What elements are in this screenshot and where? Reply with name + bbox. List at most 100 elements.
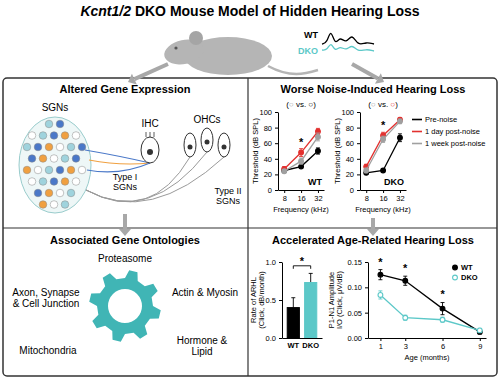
sgn-cell	[67, 143, 75, 151]
axis-line	[368, 263, 369, 339]
data-point	[316, 135, 321, 140]
sgn-cell	[45, 120, 53, 128]
tick-label: 32	[396, 194, 404, 203]
sgn-cell	[67, 166, 75, 174]
sgn-cell	[61, 201, 69, 209]
panel-title: Altered Gene Expression	[60, 83, 191, 95]
tick-mark	[284, 190, 285, 193]
series-line	[380, 295, 479, 330]
bar	[287, 308, 299, 338]
axis-title: Frequency (kHz)	[355, 205, 411, 214]
sgn-cell	[61, 132, 69, 140]
error-bar-cap	[291, 297, 295, 298]
tick-label: 60	[346, 139, 354, 148]
tick-label: WT	[287, 341, 299, 350]
sgn-cell	[39, 155, 47, 163]
tick-label: 20	[346, 170, 354, 179]
mouse-eye	[174, 46, 177, 49]
axis-line	[360, 113, 361, 191]
tick-label: 8	[283, 194, 287, 203]
tick-mark	[275, 112, 278, 113]
tick-mark	[275, 143, 278, 144]
tick-label: 6	[441, 342, 445, 351]
tick-mark	[275, 190, 278, 191]
waveform	[322, 45, 374, 51]
error-bar	[381, 169, 385, 172]
data-point	[299, 164, 304, 169]
tick-mark	[480, 338, 481, 341]
error-bar	[381, 136, 385, 142]
data-point	[477, 328, 482, 333]
tick: 40	[264, 155, 278, 164]
sgn-cell	[50, 155, 58, 163]
error-bar	[403, 276, 407, 285]
comparison-part: )	[313, 100, 316, 109]
tick-label: 0.00	[347, 334, 362, 343]
label: IHC	[141, 118, 158, 129]
panel-title: Associated Gene Ontologies	[50, 234, 200, 246]
comparison: (○ vs. ○)	[286, 100, 316, 109]
error-bar	[441, 317, 445, 322]
tick-label: 0.15	[347, 258, 362, 267]
error-bar-cap	[403, 276, 407, 277]
tick: 1	[379, 338, 383, 351]
tick: DKO	[302, 338, 319, 350]
tick-mark	[366, 190, 367, 193]
tick: 8	[283, 190, 287, 203]
plot-area	[378, 270, 482, 335]
axis: WTDKO	[283, 338, 323, 350]
tick-label: 100	[259, 108, 272, 117]
error-bar-cap	[441, 314, 445, 315]
axis: 1369	[369, 338, 487, 351]
tick-label: 9	[478, 342, 482, 351]
data-point	[381, 168, 386, 173]
sgn-cell	[34, 166, 42, 174]
ohc-nucleus	[205, 140, 210, 145]
arrow-shaft	[134, 64, 168, 79]
significance: *	[381, 119, 386, 131]
sgn-region	[19, 117, 91, 213]
tick: 0.15	[347, 258, 368, 267]
significance: *	[300, 255, 305, 267]
significance: *	[440, 288, 445, 300]
error-bar	[398, 134, 402, 142]
tick: 32	[396, 190, 404, 203]
tick-label: 0	[268, 186, 272, 195]
error-bar	[282, 170, 286, 173]
tick: 1.0	[266, 258, 282, 267]
tick: WT	[287, 338, 299, 350]
error-bar-cap	[441, 302, 445, 303]
error-bar-cap	[378, 298, 382, 299]
error-bar	[316, 148, 320, 154]
sgn-cell	[78, 143, 86, 151]
type-i-fiber	[85, 150, 150, 163]
tick-mark	[275, 174, 278, 175]
legend-label: 1 day post-noise	[425, 127, 480, 136]
plot-area	[287, 273, 317, 338]
error-bar-cap	[398, 141, 402, 142]
legend-swatch	[453, 265, 458, 270]
legend: Pre-noise1 day post-noise1 week post-noi…	[412, 115, 485, 148]
error-bar-cap	[316, 140, 320, 141]
error-bar	[403, 315, 407, 320]
legend-label: Pre-noise	[425, 115, 457, 124]
error-bar	[364, 168, 368, 173]
error-bar-cap	[309, 273, 313, 274]
label: SGNs	[42, 102, 69, 113]
comparison-part: vs.	[294, 100, 309, 109]
tick-mark	[357, 128, 360, 129]
ohc	[184, 133, 196, 157]
tick-label: 80	[264, 124, 272, 133]
tick-mark	[365, 313, 368, 314]
plot-area	[282, 128, 321, 173]
sgn-cell	[61, 155, 69, 163]
sgn-cell	[67, 189, 75, 197]
tick-mark	[279, 262, 282, 263]
tick-label: 0.10	[347, 283, 362, 292]
bar	[305, 283, 317, 338]
type-i-fiber	[89, 160, 150, 164]
sgn-cell	[72, 155, 80, 163]
error-bar-cap	[378, 290, 382, 291]
tick-label: 1	[379, 342, 383, 351]
mouse-ear	[189, 31, 203, 45]
